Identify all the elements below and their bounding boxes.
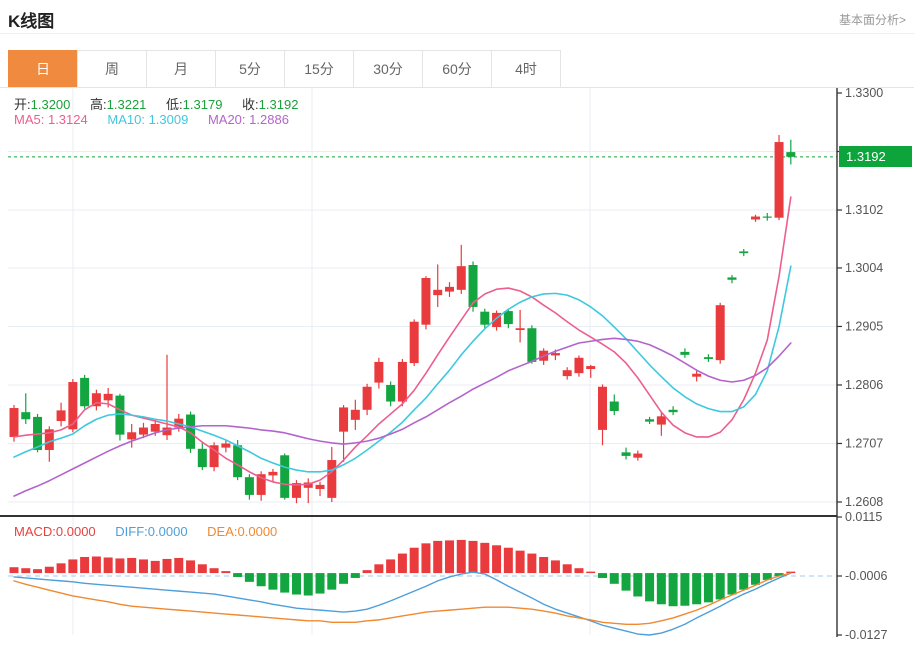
high-value: 高:1.3221 xyxy=(90,97,147,112)
tabbar-divider xyxy=(0,87,914,88)
page-title: K线图 xyxy=(8,12,55,31)
gridlines xyxy=(8,88,837,635)
svg-text:1.2707: 1.2707 xyxy=(845,436,883,450)
header-divider xyxy=(0,33,914,34)
ma10-line xyxy=(13,265,792,473)
macd-histogram xyxy=(9,539,796,607)
ohlc-legend: 开:1.3200 高:1.3221 低:1.3179 收:1.3192 xyxy=(14,94,314,113)
macd-value: MACD:0.0000 xyxy=(14,524,96,539)
svg-text:1.3102: 1.3102 xyxy=(845,203,883,217)
svg-text:0.0115: 0.0115 xyxy=(845,510,882,524)
svg-text:1.2905: 1.2905 xyxy=(845,319,883,333)
ma5-line xyxy=(13,196,792,486)
period-tabbar: 日 周 月 5分 15分 30分 60分 4时 xyxy=(8,50,561,88)
svg-text:1.2806: 1.2806 xyxy=(845,378,883,392)
y-axis-labels: 1.33001.32011.31021.30041.29051.28061.27… xyxy=(837,86,887,642)
dea-value: DEA:0.0000 xyxy=(207,524,278,539)
ma-legend: MA5: 1.3124 MA10: 1.3009 MA20: 1.2886 xyxy=(14,112,305,127)
tab-60min[interactable]: 60分 xyxy=(422,50,492,88)
ma5-value: MA5: 1.3124 xyxy=(14,112,88,127)
close-value: 收:1.3192 xyxy=(242,97,299,112)
ma20-value: MA20: 1.2886 xyxy=(207,112,289,127)
svg-text:1.2608: 1.2608 xyxy=(845,495,883,509)
low-value: 低:1.3179 xyxy=(166,97,223,112)
svg-text:-0.0127: -0.0127 xyxy=(845,628,887,642)
dea-line xyxy=(13,572,792,625)
current-price-badge: 1.3192 xyxy=(839,146,912,167)
tab-15min[interactable]: 15分 xyxy=(284,50,354,88)
diff-value: DIFF:0.0000 xyxy=(115,524,188,539)
open-value: 开:1.3200 xyxy=(14,97,71,112)
tab-5min[interactable]: 5分 xyxy=(215,50,285,88)
ma10-value: MA10: 1.3009 xyxy=(107,112,189,127)
tab-30min[interactable]: 30分 xyxy=(353,50,423,88)
svg-text:-0.0006: -0.0006 xyxy=(845,569,887,583)
macd-legend: MACD:0.0000 DIFF:0.0000 DEA:0.0000 xyxy=(14,524,293,539)
tab-month[interactable]: 月 xyxy=(146,50,216,88)
ma20-line xyxy=(13,337,792,497)
tab-day[interactable]: 日 xyxy=(8,50,78,88)
fundamental-analysis-link[interactable]: 基本面分析> xyxy=(838,13,906,27)
svg-text:1.3004: 1.3004 xyxy=(845,261,883,275)
candles-group xyxy=(9,134,796,504)
diff-line xyxy=(13,571,792,636)
svg-text:1.3300: 1.3300 xyxy=(845,86,883,100)
